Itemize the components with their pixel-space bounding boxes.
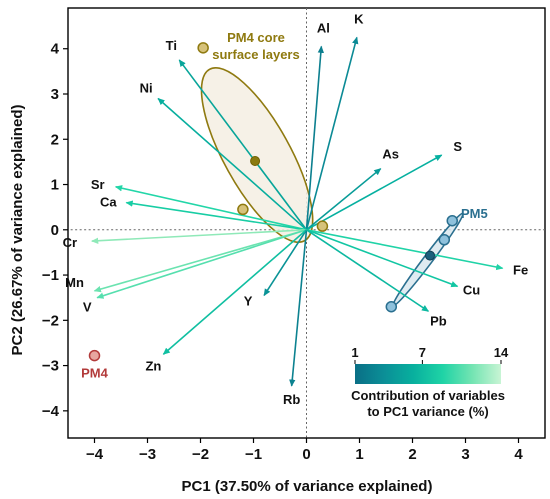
variable-label-ni: Ni [140,81,153,96]
variable-label-v: V [83,300,92,315]
loading-arrow-cu [306,229,459,288]
loading-arrow-y [263,229,308,297]
x-tick-label: −1 [245,446,262,463]
score-point-pm4-core-surface-layers [197,42,209,54]
y-tick-label: 0 [51,222,59,239]
variable-label-mn: Mn [65,275,84,290]
confidence-ellipses [200,66,464,307]
y-tick-label: 4 [51,41,60,58]
loading-arrow-fe [306,229,504,271]
variable-label-ca: Ca [100,195,117,210]
colorbar: 1 7 14 Contribution of variables to PC1 vari… [337,343,528,423]
ellipse-pm4-core-surface [200,66,314,243]
x-tick-label: −3 [139,446,156,463]
variable-label-zn: Zn [145,358,161,373]
loading-arrow-al [305,45,325,230]
variable-label-cr: Cr [63,235,77,250]
variable-label-rb: Rb [283,392,300,407]
x-tick-label: 3 [461,446,469,463]
score-point-pm5 [385,300,398,313]
loading-arrow-rb [289,229,308,387]
y-tick-label: −3 [42,358,59,375]
loading-arrow-v [96,229,307,299]
loading-arrow-ti [178,59,308,231]
variable-label-pb: Pb [430,313,447,328]
x-tick-label: 0 [302,446,310,463]
loading-arrow-pb [306,229,430,312]
score-point-pm5 [446,214,458,227]
x-tick-label: 2 [408,446,416,463]
variable-labels: Al K Ti Ni As S Sr Ca Cr Mn V Y Zn Rb Fe Cu Pb [63,11,529,407]
score-points [88,42,458,362]
group-label-pm4: PM4 [81,366,109,381]
y-tick-label: −4 [42,403,60,420]
loading-arrow-mn [93,229,307,293]
variable-label-s: S [453,139,462,154]
score-point-pm5 [438,233,451,246]
variable-label-ti: Ti [166,38,177,53]
loading-arrow-zn [162,229,308,355]
loading-arrow-cr [91,228,307,244]
loading-arrows [91,36,504,387]
x-tick-label: −2 [192,446,209,463]
y-tick-label: −2 [42,312,59,329]
y-tick-label: 3 [51,86,59,103]
loading-arrow-ca [125,200,307,231]
variable-label-k: K [354,11,364,26]
loading-arrow-as [305,168,382,231]
group-centroid [250,155,261,166]
colorbar-gradient [355,364,501,384]
loading-arrow-s [306,154,443,231]
x-tick-label: 4 [514,446,523,463]
colorbar-tick-label: 14 [494,345,509,360]
variable-label-y: Y [244,293,253,308]
group-centroid [424,250,435,261]
loading-arrow-sr [114,185,307,231]
x-axis-title: PC1 (37.50% of variance explained) [182,478,433,495]
group-label-pm4-core-surface: PM4 core surface layers [212,30,299,62]
variable-label-as: As [382,147,399,162]
y-tick-label: 2 [51,131,59,148]
loading-arrow-k [305,36,359,230]
score-point-pm4-core-surface-layers [237,203,249,216]
variable-label-al: Al [317,20,330,35]
score-point-pm4-core-surface-layers [316,220,329,232]
group-label-pm5: PM5 [461,206,488,221]
x-tick-label: −4 [86,446,104,463]
axes: −4 −3 −2 −1 0 1 2 3 4 −4 −3 −2 −1 0 1 2 3 4 [42,7,546,463]
y-axis-title: PC2 (26.67% of variance explained) [9,105,26,356]
colorbar-tick-label: 1 [351,345,358,360]
loading-arrow-ni [157,97,308,231]
y-tick-label: 1 [51,177,59,194]
variable-label-fe: Fe [513,262,528,277]
score-point-pm4 [88,349,101,362]
y-tick-label: −1 [42,267,59,284]
x-tick-label: 1 [355,446,363,463]
group-labels: PM4 core surface layers PM5 PM4 [81,30,488,381]
colorbar-tick-label: 7 [419,345,426,360]
colorbar-title: Contribution of variables to PC1 variance… [351,388,505,419]
variable-label-cu: Cu [463,282,480,297]
variable-label-sr: Sr [91,177,105,192]
